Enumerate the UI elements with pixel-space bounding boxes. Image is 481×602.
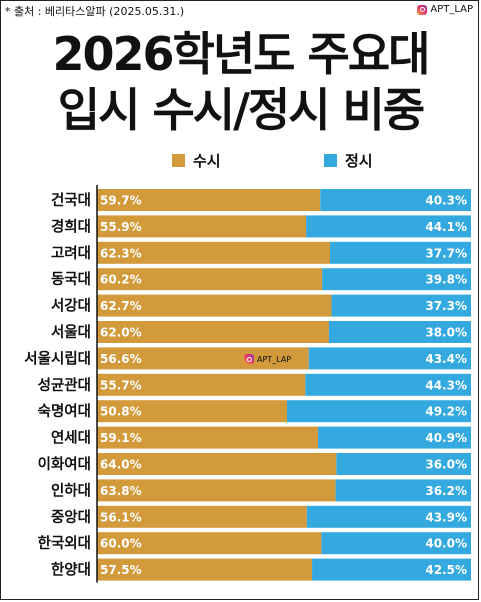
bar-segment-jeongsi (328, 321, 471, 343)
data-label-susi: 57.5% (100, 563, 142, 577)
data-label-susi: 62.7% (100, 299, 142, 313)
category-label: 중앙대 (51, 508, 91, 526)
data-label-susi: 62.0% (100, 326, 142, 340)
category-label: 고려대 (51, 245, 91, 262)
source-note: * 출처 : 베리타스알파 (2025.05.31.) (5, 5, 185, 18)
bar-segment-susi (97, 321, 329, 343)
category-label: 성균관대 (38, 376, 91, 394)
bar-segment-susi (97, 479, 336, 502)
data-label-susi: 55.7% (100, 378, 142, 392)
data-label-jeongsi: 40.9% (425, 431, 467, 445)
bar-segment-jeongsi (306, 505, 471, 528)
bar-segment-jeongsi (305, 373, 471, 396)
data-label-jeongsi: 36.2% (425, 484, 467, 498)
bar-segment-jeongsi (308, 347, 471, 370)
category-label: 서울대 (51, 324, 91, 341)
data-label-susi: 64.0% (100, 458, 142, 472)
chart-title-line1: 2026학년도 주요대 (52, 27, 431, 81)
data-label-jeongsi: 42.5% (425, 563, 467, 577)
bar-segment-jeongsi (336, 453, 471, 475)
legend-item-susi: 수시 (172, 150, 221, 171)
category-label: 서강대 (51, 297, 91, 315)
bar-segment-susi (97, 505, 307, 528)
bar-segment-susi (97, 373, 306, 396)
data-label-susi: 56.6% (100, 352, 142, 366)
data-label-jeongsi: 37.7% (425, 246, 467, 260)
data-label-susi: 59.7% (100, 194, 142, 208)
category-label: 이화여대 (38, 456, 91, 473)
legend-swatch-susi (172, 154, 185, 167)
watermark-instagram-icon (244, 354, 254, 364)
data-label-jeongsi: 38.0% (425, 326, 467, 340)
bar-segment-jeongsi (335, 479, 471, 502)
legend-item-jeongsi: 정시 (324, 150, 373, 171)
bar-segment-susi (97, 294, 332, 317)
bar-segment-jeongsi (312, 558, 471, 581)
bar-segment-susi (97, 189, 321, 211)
data-label-jeongsi: 49.2% (425, 405, 467, 419)
bar-segment-jeongsi (320, 189, 471, 211)
data-label-susi: 62.3% (100, 246, 142, 260)
data-label-jeongsi: 37.3% (425, 299, 467, 313)
category-label: 동국대 (51, 271, 91, 288)
bar-segment-susi (97, 558, 313, 581)
bar-segment-susi (97, 426, 319, 449)
bar-segment-jeongsi (330, 241, 471, 264)
category-label: 건국대 (51, 192, 91, 209)
bar-segment-susi (97, 532, 322, 555)
watermark-handle: APT_LAP (257, 354, 292, 364)
data-label-jeongsi: 44.3% (425, 378, 467, 392)
bar-segment-susi (97, 268, 323, 291)
data-label-susi: 60.2% (100, 273, 142, 287)
bar-segment-susi (97, 453, 337, 475)
data-label-jeongsi: 40.0% (425, 537, 467, 551)
data-label-jeongsi: 36.0% (425, 458, 467, 472)
brand-tag: APT_LAP (417, 4, 473, 15)
bar-segment-jeongsi (322, 268, 471, 291)
category-label: 한국외대 (38, 534, 91, 552)
chart-title-line2: 입시 수시/정시 비중 (57, 83, 425, 137)
bar-segment-jeongsi (331, 294, 471, 317)
brand-handle: APT_LAP (430, 4, 473, 15)
data-label-susi: 56.1% (100, 510, 142, 524)
data-label-jeongsi: 40.3% (425, 194, 467, 208)
category-label: 경희대 (51, 217, 91, 235)
bar-segment-susi (97, 400, 287, 423)
bar-segment-jeongsi (321, 532, 471, 555)
bar-segment-susi (97, 215, 307, 238)
bar-segment-jeongsi (286, 400, 471, 423)
data-label-susi: 60.0% (100, 537, 142, 551)
legend-label-jeongsi: 정시 (345, 152, 373, 170)
data-label-susi: 50.8% (100, 405, 142, 419)
instagram-icon (417, 4, 428, 15)
bar-segment-jeongsi (306, 215, 471, 238)
data-label-jeongsi: 43.4% (425, 352, 467, 366)
data-label-jeongsi: 43.9% (425, 510, 467, 524)
bar-segment-jeongsi (318, 426, 471, 449)
bar-segment-susi (97, 347, 309, 370)
data-label-susi: 63.8% (100, 484, 142, 498)
category-label: 인하대 (51, 481, 91, 499)
data-label-jeongsi: 39.8% (425, 273, 467, 287)
legend-label-susi: 수시 (193, 152, 221, 170)
watermark: APT_LAP (244, 354, 291, 364)
bar-segment-susi (97, 241, 331, 264)
category-label: 서울시립대 (24, 350, 91, 367)
legend-swatch-jeongsi (324, 154, 337, 167)
category-label: 숙명여대 (38, 402, 91, 420)
data-label-susi: 55.9% (100, 220, 142, 234)
data-label-jeongsi: 44.1% (425, 220, 467, 234)
category-label: 한양대 (51, 562, 91, 579)
category-label: 연세대 (51, 430, 91, 447)
data-label-susi: 59.1% (100, 431, 142, 445)
